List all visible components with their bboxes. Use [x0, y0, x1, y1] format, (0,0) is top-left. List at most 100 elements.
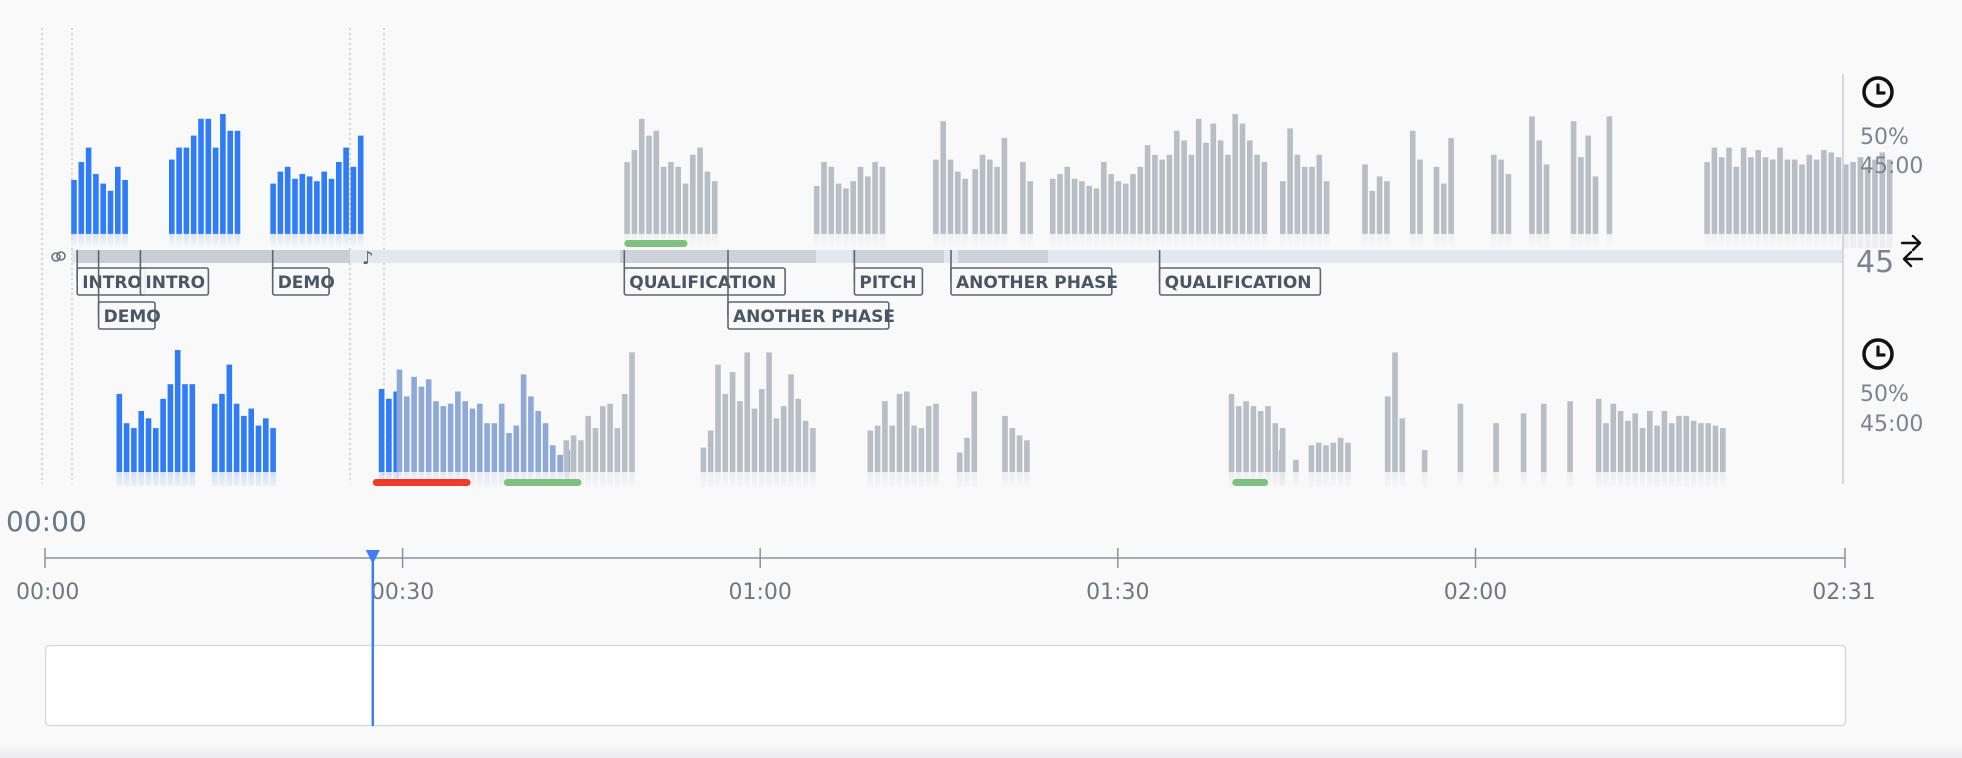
time-axis-tick-label: 02:00: [1444, 580, 1507, 605]
bottom-waveform-bar: [404, 396, 410, 472]
playhead-handle[interactable]: [365, 550, 380, 564]
phase-label[interactable]: QUALIFICATION: [1165, 273, 1312, 293]
time-axis-ticks: 00:00 00:30 01:00 01:30 02:00 02:31: [16, 548, 1876, 605]
top-waveform-bar: [1049, 178, 1056, 234]
phase-label-box[interactable]: [97, 301, 156, 330]
bottom-waveform-bar: [1712, 425, 1719, 472]
bottom-waveform-bar: [780, 406, 787, 472]
top-waveform-bar: [169, 159, 175, 234]
bottom-waveform-bar: [788, 374, 794, 472]
top-waveform-bar: [71, 180, 77, 234]
bottom-waveform-bar: [1330, 442, 1337, 472]
phase-label[interactable]: PITCH: [859, 273, 916, 293]
bottom-waveform-bar: [513, 425, 520, 472]
red-highlight-marker[interactable]: [372, 479, 471, 486]
top-waveform-bar: [1071, 178, 1078, 234]
bottom-waveform-bar: [189, 384, 196, 472]
top-waveform-bar: [176, 147, 182, 234]
top-waveform-bar: [1369, 190, 1376, 234]
top-waveform-bar: [987, 159, 993, 234]
bottom-waveform-bar: [1315, 442, 1322, 472]
swap-arrows-icon[interactable]: [1900, 234, 1924, 268]
phase-label[interactable]: INTRO: [145, 273, 205, 293]
top-waveform-bar: [1232, 114, 1238, 234]
bottom-waveform-bar: [411, 376, 417, 472]
phase-track[interactable]: [72, 250, 1842, 263]
timeline-scrubber[interactable]: [44, 644, 1847, 727]
phase-label-box[interactable]: [623, 267, 786, 296]
bottom-waveform-bar: [182, 384, 188, 472]
top-waveform-bar: [115, 166, 121, 234]
phase-label[interactable]: INTRO: [82, 273, 142, 293]
bottom-waveform-bar: [1683, 415, 1690, 472]
green-highlight-marker[interactable]: [624, 240, 688, 247]
phase-label[interactable]: DEMO: [278, 273, 335, 293]
bottom-waveform-bar: [396, 369, 403, 472]
phase-label[interactable]: DEMO: [104, 307, 161, 327]
bottom-waveform-bar: [1228, 393, 1235, 472]
top-waveform-bar: [947, 159, 954, 234]
top-waveform-bar: [857, 166, 864, 234]
highlight-markers[interactable]: [372, 240, 1269, 486]
bottom-waveform-bar: [226, 364, 233, 472]
speaker-bottom-waveform[interactable]: [116, 350, 1726, 486]
phase-label[interactable]: ANOTHER PHASE: [956, 273, 1118, 293]
bottom-waveform-bar: [1698, 423, 1704, 472]
bottom-waveform-bar: [1345, 442, 1351, 472]
link-icon[interactable]: [51, 251, 66, 262]
phase-label-box[interactable]: [853, 267, 924, 296]
top-waveform-bar: [843, 188, 849, 234]
time-axis[interactable]: 00:00 00:30 01:00 01:30 02:00 02:31: [16, 548, 1876, 605]
bottom-waveform-fade: [60, 473, 1842, 495]
music-note-icon[interactable]: ♪: [362, 248, 374, 269]
bottom-waveform-bar: [378, 389, 385, 472]
top-waveform-bar: [1570, 121, 1577, 234]
phase-label-box[interactable]: [727, 301, 890, 330]
top-waveform-bar-reflection: [1872, 234, 1878, 248]
phase-label[interactable]: QUALIFICATION: [629, 273, 776, 293]
bottom-waveform-bar: [1265, 406, 1271, 472]
bottom-waveform-bar: [1647, 411, 1653, 472]
green-highlight-marker[interactable]: [503, 479, 582, 486]
bottom-waveform-bar: [270, 428, 276, 472]
bottom-waveform-bar: [167, 384, 174, 472]
top-waveform-bar: [1287, 128, 1293, 234]
top-waveform-bar: [1791, 159, 1798, 234]
bottom-waveform-bar: [971, 391, 978, 472]
green-highlight-marker[interactable]: [1232, 479, 1269, 486]
clock-icon: [1862, 338, 1894, 370]
phase-label-box[interactable]: [271, 267, 330, 296]
speaker-top-talk-ratio: 50%: [1860, 125, 1909, 150]
top-waveform-bar: [668, 162, 674, 234]
top-waveform-bar-reflection: [1857, 234, 1864, 248]
top-waveform-bar: [1294, 154, 1301, 234]
top-waveform-bar: [1144, 145, 1151, 234]
bottom-waveform-bar: [1690, 420, 1697, 472]
top-waveform-bar: [1108, 174, 1114, 234]
top-waveform-bar: [879, 166, 886, 234]
bottom-waveform-bar: [1617, 411, 1624, 472]
top-waveform-bar: [1592, 176, 1599, 234]
top-waveform-bar: [321, 171, 327, 234]
current-time-display: 00:00: [6, 505, 87, 538]
bottom-waveform-bar: [918, 428, 925, 472]
time-axis-tick-label: 01:00: [728, 580, 791, 605]
bottom-waveform-bar: [440, 406, 447, 472]
phase-label[interactable]: ANOTHER PHASE: [733, 307, 895, 327]
phase-label-box[interactable]: [139, 267, 210, 296]
phase-label-box[interactable]: [950, 267, 1113, 296]
playhead[interactable]: [365, 550, 380, 726]
top-waveform-bar: [1828, 152, 1834, 234]
top-waveform-bar: [1784, 159, 1791, 234]
bottom-waveform-bar: [889, 425, 895, 472]
bottom-waveform-bar: [1250, 406, 1257, 472]
bottom-waveform-bar: [1520, 413, 1527, 472]
top-waveform-bar: [1813, 159, 1820, 234]
top-waveform-bar: [1799, 164, 1805, 234]
phase-label-box[interactable]: [1158, 267, 1322, 296]
top-waveform-bar: [107, 190, 114, 234]
top-waveform-bar: [1137, 166, 1144, 234]
speaker-top-waveform[interactable]: [71, 114, 1893, 248]
top-waveform-bar: [1301, 166, 1308, 234]
top-waveform-bar: [284, 166, 291, 234]
